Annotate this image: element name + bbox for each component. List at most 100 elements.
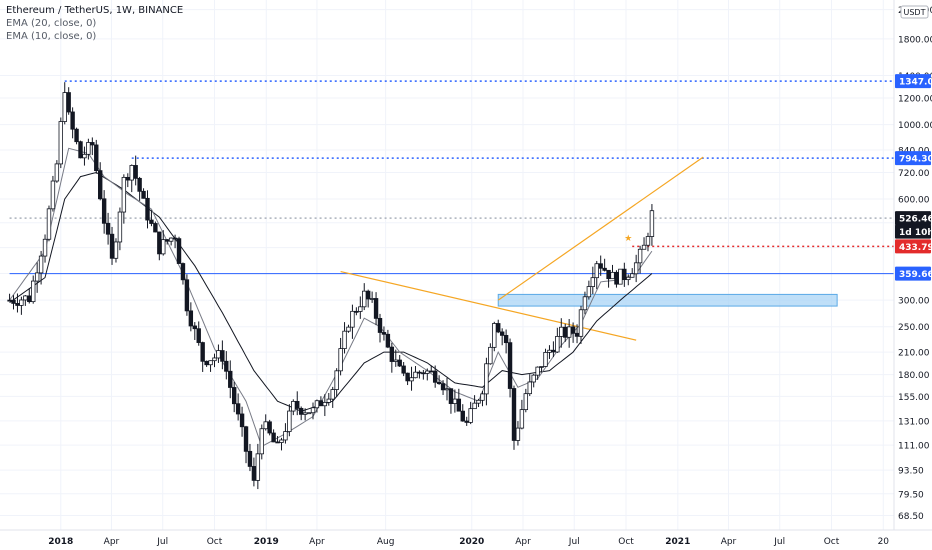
candle — [310, 402, 316, 420]
candle — [649, 204, 655, 246]
candle-body — [385, 333, 391, 348]
candle — [626, 274, 631, 286]
candle — [133, 155, 138, 186]
price-label-tag — [895, 266, 931, 281]
candle-body — [334, 370, 339, 390]
candle-body — [109, 233, 115, 259]
candle-body — [460, 410, 465, 422]
candle-body — [551, 349, 556, 353]
time-tick-label: Apr — [721, 537, 737, 547]
candle-body — [66, 92, 71, 113]
candle-body — [594, 263, 599, 279]
candle-body — [176, 238, 182, 264]
symbol-title[interactable]: Ethereum / TetherUS, 1W, BINANCE — [6, 5, 184, 16]
candle-body — [306, 412, 312, 415]
candle-body — [641, 244, 647, 250]
candle — [641, 237, 647, 250]
candle-body — [295, 400, 300, 409]
candle-body — [302, 412, 308, 415]
candle-body — [362, 290, 367, 308]
candle-body — [168, 237, 174, 242]
time-tick-label: Oct — [618, 537, 634, 547]
candle-body — [425, 370, 430, 374]
candle — [338, 337, 343, 376]
candle-body — [129, 165, 134, 181]
price-tick-label: 68.50 — [898, 512, 924, 522]
candle — [535, 366, 540, 380]
candle-body — [94, 144, 99, 172]
candle-body — [358, 306, 363, 312]
candle-body — [373, 298, 379, 319]
candle — [86, 138, 91, 160]
price-tick-label: 600.00 — [898, 196, 930, 206]
candle-body — [255, 453, 261, 481]
candle — [125, 173, 130, 188]
candle-body — [153, 223, 158, 233]
time-tick-label: Apr — [309, 537, 325, 547]
candle — [295, 391, 300, 416]
candle — [98, 162, 103, 201]
trend-line — [497, 156, 704, 301]
candle-body — [519, 409, 525, 429]
price-tick-label: 131.00 — [898, 417, 930, 427]
candle-body — [70, 111, 75, 130]
candle-body — [11, 299, 16, 304]
indicator-ema20[interactable]: EMA (20, close, 0) — [6, 18, 97, 29]
candle — [346, 324, 351, 333]
time-tick-label: 20 — [878, 537, 890, 547]
candle — [397, 354, 402, 368]
candle-body — [267, 421, 272, 434]
candle-body — [113, 241, 119, 259]
candle — [381, 326, 387, 341]
time-tick-label: Oct — [207, 537, 223, 547]
price-label-text: 1d 10h — [899, 228, 932, 238]
candle — [298, 406, 304, 421]
candle — [50, 175, 56, 212]
candle-body — [184, 279, 190, 312]
candle — [590, 266, 596, 295]
candle — [342, 322, 347, 354]
candle-body — [314, 400, 320, 409]
candle-body — [231, 387, 237, 405]
indicator-ema10[interactable]: EMA (10, close, 0) — [6, 31, 97, 42]
price-label-text: 433.79 — [899, 243, 932, 253]
candle — [263, 414, 268, 431]
candle — [452, 389, 458, 413]
candle — [141, 188, 146, 199]
candle-body — [82, 153, 87, 159]
candle-body — [365, 290, 371, 300]
candle-body — [377, 317, 383, 333]
candle-body — [247, 450, 253, 467]
candle-body — [606, 269, 611, 280]
price-label-tag — [895, 74, 931, 89]
candle — [630, 268, 635, 278]
candle-body — [161, 239, 166, 255]
candle-body — [535, 366, 540, 376]
candle-body — [464, 420, 469, 423]
grid-lines — [0, 0, 894, 530]
candle-body — [381, 332, 387, 335]
candle-body — [15, 303, 20, 306]
candle-body — [432, 370, 438, 383]
candle — [27, 288, 32, 304]
price-tick-label: 111.00 — [898, 442, 930, 452]
candle — [188, 302, 194, 332]
candle-body — [42, 238, 48, 257]
candle — [58, 117, 64, 169]
candle-body — [279, 439, 284, 443]
candle-body — [499, 331, 505, 336]
candle-body — [539, 366, 544, 368]
candle — [38, 250, 44, 285]
candle-body — [263, 421, 268, 430]
candle-body — [239, 413, 245, 428]
candle-body — [326, 398, 331, 403]
candle-body — [74, 128, 79, 143]
candle — [220, 340, 225, 370]
candle-body — [46, 208, 52, 240]
candle-body — [216, 350, 221, 359]
candle — [66, 87, 71, 115]
candle — [618, 268, 623, 285]
candle-body — [476, 399, 481, 404]
